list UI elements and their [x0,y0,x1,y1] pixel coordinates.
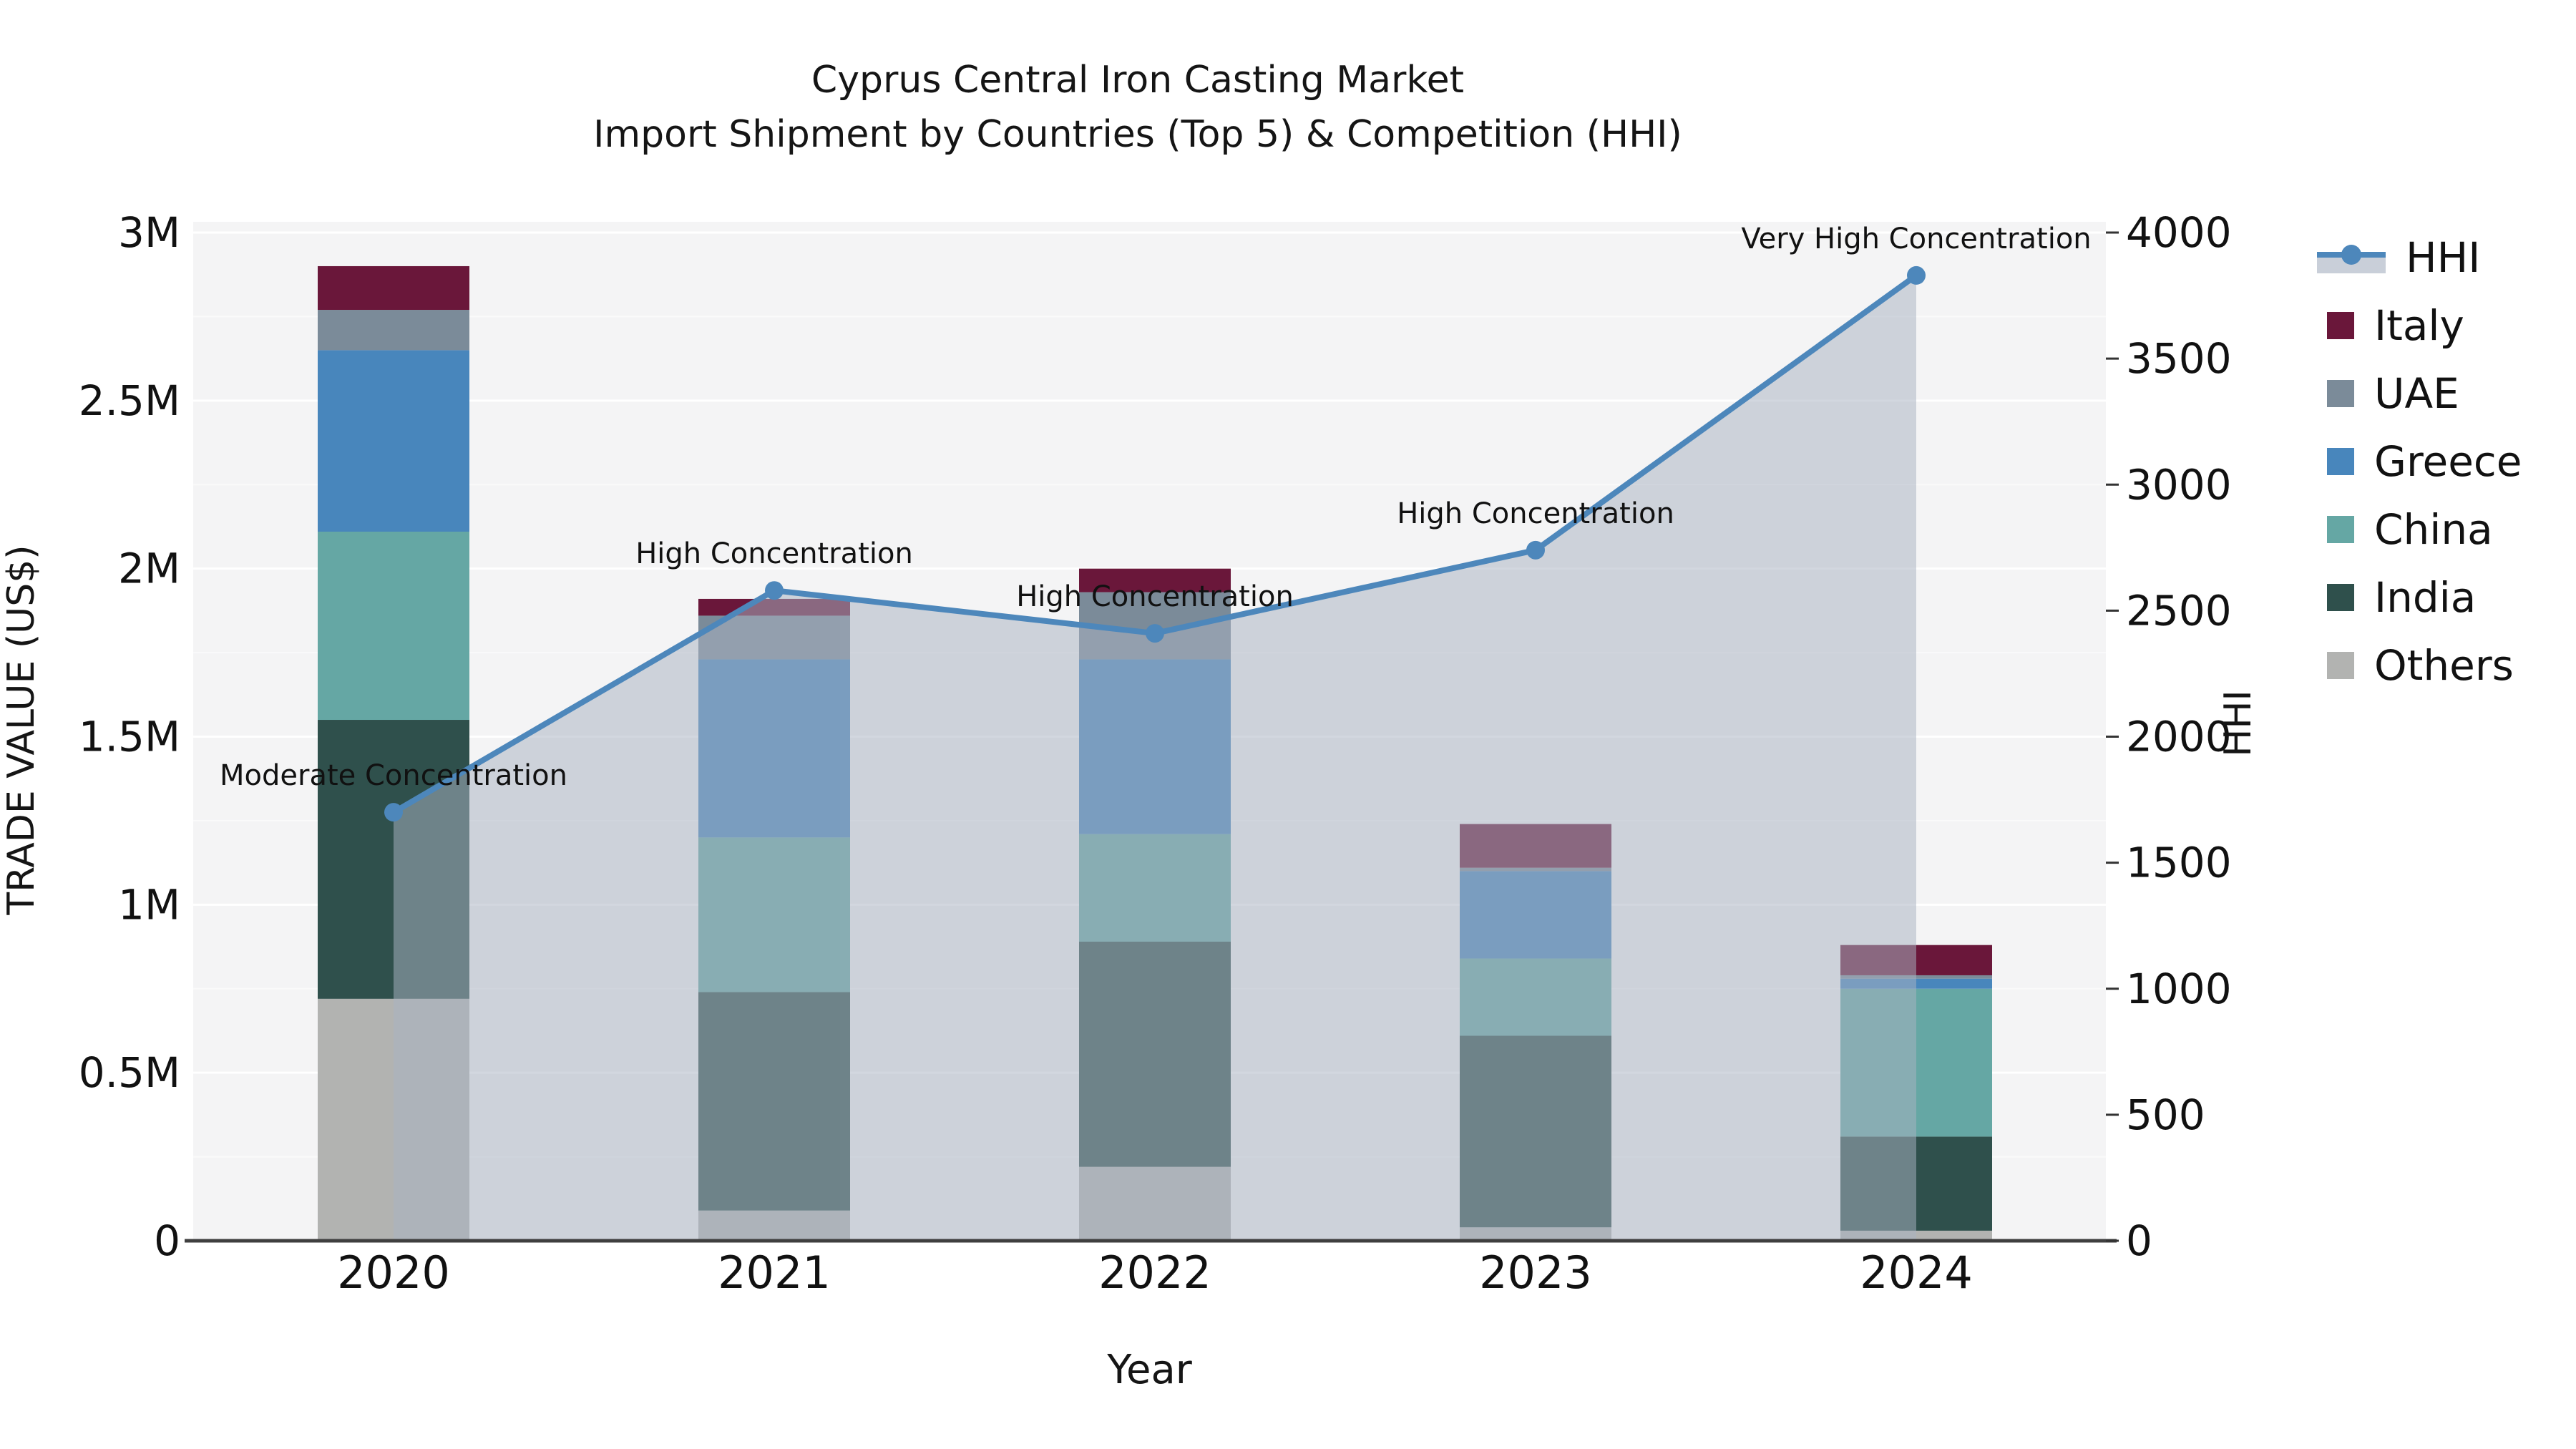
legend-label-others: Others [2374,641,2514,690]
legend-label-uae: UAE [2374,369,2459,418]
hhi-marker-2021 [765,581,784,600]
y-left-tick-label: 1.5M [79,713,180,761]
bar-segment-italy-2020 [318,265,469,311]
hhi-marker-2023 [1526,540,1545,560]
italy-swatch [2327,312,2354,339]
x-tick-label-2020: 2020 [337,1246,450,1299]
hhi-marker-2024 [1907,265,1926,285]
legend-label-india: India [2374,573,2477,622]
left-axis-title: TRADE VALUE (US$) [0,545,43,915]
legend-item-india[interactable]: India [2317,569,2476,626]
x-tick-label-2022: 2022 [1098,1246,1211,1299]
x-tick-label-2024: 2024 [1860,1246,1973,1299]
bar-segment-china-2020 [318,532,469,721]
y-right-tick-label: 1000 [2126,965,2232,1013]
legend-item-china[interactable]: China [2317,501,2493,558]
bar-segment-italy-2022 [1079,568,1231,592]
y-right-tick-label: 4000 [2126,208,2232,257]
annotation-2021: High Concentration [635,537,913,570]
legend-label-italy: Italy [2374,301,2464,350]
annotation-2022: High Concentration [1016,580,1294,613]
right-axis-title: HHI [2217,690,2260,757]
y-right-tick-label: 3000 [2126,460,2232,509]
y-left-tick-label: 2.5M [79,376,180,425]
y-left-tick-label: 3M [118,208,180,257]
y-right-tick-label: 0 [2126,1216,2152,1265]
hhi-line-sample-icon [2317,242,2386,273]
bar-segment-greece-2020 [318,350,469,532]
annotation-2024: Very High Concentration [1741,223,2091,255]
chart-title-line1: Cyprus Central Iron Casting Market [811,59,1465,102]
hhi-marker-sample [2341,245,2361,265]
y-right-tick-label: 3500 [2126,334,2232,383]
y-right-tick-label: 2000 [2126,713,2232,761]
y-left-tick-label: 0.5M [79,1048,180,1097]
y-left-tick-label: 0 [154,1216,180,1265]
legend-item-hhi[interactable]: HHI [2317,229,2480,286]
y-left-tick-label: 2M [118,545,180,593]
legend-label-china: China [2374,505,2493,554]
uae-swatch [2327,380,2354,407]
x-axis-title: Year [1107,1347,1192,1393]
y-right-tick-label: 500 [2126,1091,2205,1139]
greece-swatch [2327,448,2354,475]
bar-segment-uae-2020 [318,310,469,351]
china-swatch [2327,516,2354,543]
y-right-tick-label: 2500 [2126,586,2232,635]
india-swatch [2327,584,2354,611]
legend-item-italy[interactable]: Italy [2317,297,2464,354]
chart-title-line2: Import Shipment by Countries (Top 5) & C… [593,113,1682,156]
others-swatch [2327,652,2354,679]
hhi-marker-2022 [1146,624,1164,643]
hhi-area [394,275,1916,1241]
annotation-2023: High Concentration [1397,497,1674,530]
legend-item-greece[interactable]: Greece [2317,433,2522,490]
legend-item-uae[interactable]: UAE [2317,365,2459,422]
legend-label-hhi: HHI [2406,233,2481,282]
y-left-tick-label: 1M [118,880,180,929]
annotation-2020: Moderate Concentration [220,759,567,792]
hhi-marker-2020 [384,803,403,822]
legend-item-others[interactable]: Others [2317,637,2514,694]
legend-label-greece: Greece [2374,437,2522,486]
x-tick-label-2023: 2023 [1479,1246,1592,1299]
y-right-tick-label: 1500 [2126,839,2232,887]
x-tick-label-2021: 2021 [718,1246,831,1299]
